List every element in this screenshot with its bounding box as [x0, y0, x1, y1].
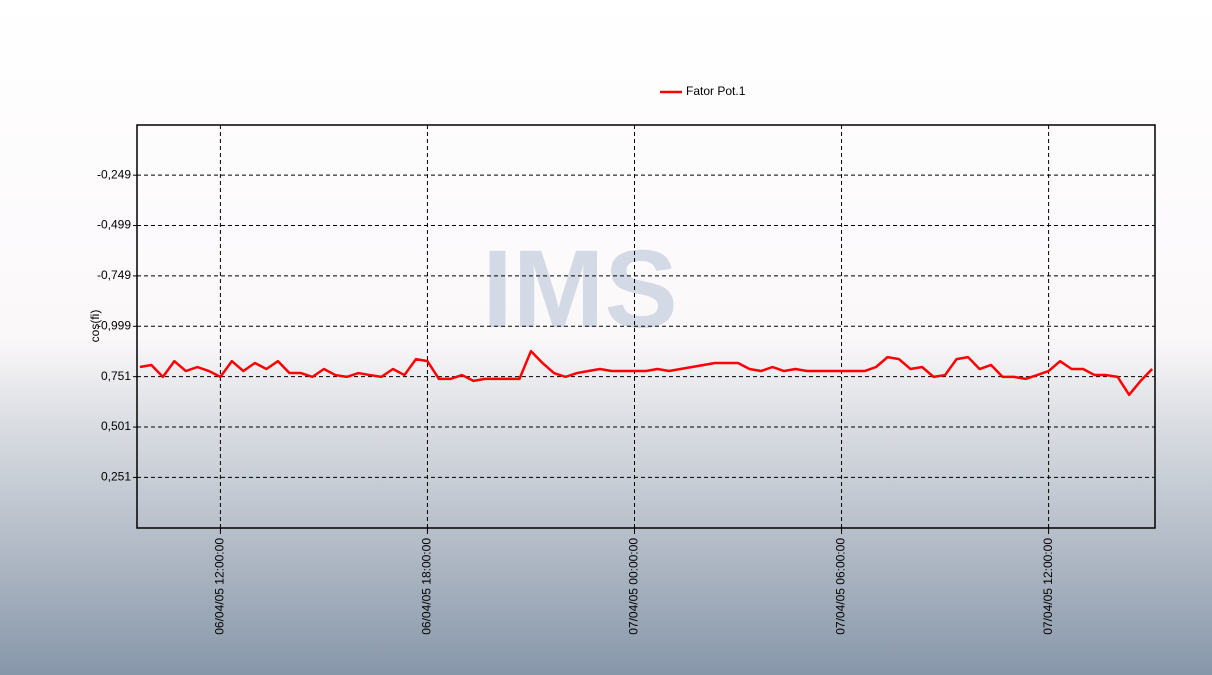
plot-border	[136, 124, 1156, 529]
x-tick-label: 07/04/05 00:00:00	[627, 538, 641, 635]
x-tick-label: 06/04/05 18:00:00	[420, 538, 434, 635]
x-tick-label: 07/04/05 06:00:00	[834, 538, 848, 635]
y-tick-label: 0,251	[101, 470, 131, 484]
y-tick-label: -0,749	[97, 268, 131, 282]
legend-label: Fator Pot.1	[686, 84, 746, 98]
data-line	[139, 349, 1154, 397]
x-tick-label: 07/04/05 12:00:00	[1041, 538, 1055, 635]
y-tick-label: -0,999	[97, 318, 131, 332]
x-tick-label: 06/04/05 12:00:00	[213, 538, 227, 635]
watermark: IMS	[482, 228, 678, 351]
y-tick-label: -0,499	[97, 218, 131, 232]
y-tick-label: -0,249	[97, 167, 131, 181]
y-tick-label: 0,501	[101, 419, 131, 433]
y-tick-label: 0,751	[101, 369, 131, 383]
y-axis-label: cos(fi)	[88, 310, 102, 343]
